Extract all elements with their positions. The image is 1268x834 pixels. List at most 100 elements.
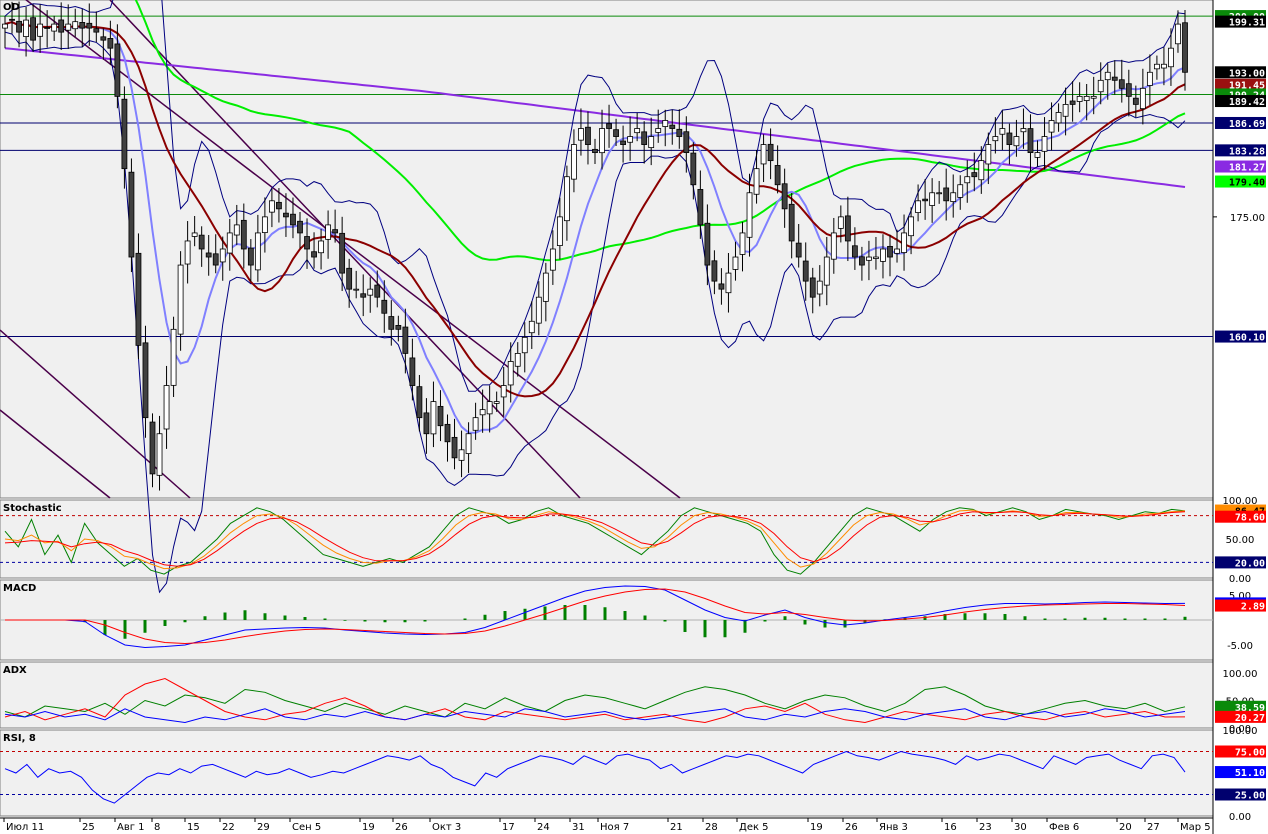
candle-body[interactable] bbox=[346, 267, 353, 290]
candle-body[interactable] bbox=[254, 232, 261, 271]
candle-body[interactable] bbox=[388, 316, 395, 330]
candle-body[interactable] bbox=[578, 128, 584, 141]
candle-body[interactable] bbox=[964, 176, 971, 184]
candle-body[interactable] bbox=[1069, 100, 1076, 105]
candle-body[interactable] bbox=[739, 232, 746, 255]
candle-body[interactable] bbox=[311, 251, 317, 258]
candle-body[interactable] bbox=[1097, 79, 1104, 93]
candle-body[interactable] bbox=[1055, 112, 1062, 124]
candle-body[interactable] bbox=[37, 23, 44, 37]
candle-body[interactable] bbox=[837, 216, 844, 229]
candle-body[interactable] bbox=[936, 192, 943, 195]
candle-body[interactable] bbox=[325, 224, 331, 240]
candle-body[interactable] bbox=[72, 21, 79, 30]
candle-body[interactable] bbox=[669, 124, 676, 129]
candle-body[interactable] bbox=[613, 129, 619, 137]
candle-body[interactable] bbox=[711, 260, 718, 282]
candle-body[interactable] bbox=[416, 386, 423, 419]
candle-body[interactable] bbox=[297, 220, 303, 234]
candle-body[interactable] bbox=[1118, 79, 1125, 89]
candle-body[interactable] bbox=[1090, 95, 1097, 99]
candle-body[interactable] bbox=[641, 131, 648, 145]
candle-body[interactable] bbox=[535, 296, 542, 324]
candle-body[interactable] bbox=[556, 216, 563, 246]
candle-body[interactable] bbox=[542, 272, 549, 302]
candle-body[interactable] bbox=[816, 280, 823, 295]
candle-body[interactable] bbox=[170, 328, 177, 386]
candle-body[interactable] bbox=[1182, 22, 1188, 73]
candle-body[interactable] bbox=[957, 184, 964, 198]
candle-body[interactable] bbox=[725, 272, 732, 294]
candle-body[interactable] bbox=[304, 236, 310, 250]
candle-body[interactable] bbox=[339, 232, 346, 274]
candle-body[interactable] bbox=[381, 299, 388, 314]
candle-body[interactable] bbox=[1154, 63, 1160, 70]
candle-body[interactable] bbox=[690, 152, 697, 186]
candle-body[interactable] bbox=[1013, 136, 1020, 147]
candle-body[interactable] bbox=[360, 293, 367, 298]
candle-body[interactable] bbox=[802, 260, 809, 282]
candle-body[interactable] bbox=[65, 23, 72, 31]
candle-body[interactable] bbox=[318, 240, 324, 254]
candle-body[interactable] bbox=[718, 283, 725, 290]
candle-body[interactable] bbox=[851, 245, 858, 258]
candle-body[interactable] bbox=[353, 288, 360, 291]
candle-body[interactable] bbox=[1175, 23, 1181, 45]
candle-body[interactable] bbox=[1041, 136, 1048, 152]
candle-body[interactable] bbox=[290, 213, 296, 226]
candle-body[interactable] bbox=[149, 421, 156, 475]
candle-body[interactable] bbox=[767, 143, 774, 162]
candle-body[interactable] bbox=[402, 326, 409, 354]
candle-body[interactable] bbox=[774, 165, 781, 186]
candle-body[interactable] bbox=[58, 19, 65, 33]
candle-body[interactable] bbox=[444, 423, 451, 443]
candle-body[interactable] bbox=[156, 433, 163, 476]
candle-body[interactable] bbox=[198, 234, 205, 250]
candle-body[interactable] bbox=[142, 342, 149, 419]
candle-body[interactable] bbox=[86, 22, 93, 29]
candle-body[interactable] bbox=[999, 128, 1006, 135]
candle-body[interactable] bbox=[830, 232, 837, 260]
candle-body[interactable] bbox=[732, 256, 739, 270]
candle-body[interactable] bbox=[283, 212, 289, 218]
candle-body[interactable] bbox=[943, 187, 950, 202]
candle-body[interactable] bbox=[79, 22, 86, 29]
candle-body[interactable] bbox=[1161, 63, 1167, 69]
candle-body[interactable] bbox=[1139, 87, 1146, 110]
candle-body[interactable] bbox=[128, 171, 135, 258]
candle-body[interactable] bbox=[486, 401, 493, 415]
candle-body[interactable] bbox=[23, 19, 29, 37]
candle-body[interactable] bbox=[233, 224, 240, 236]
candle-body[interactable] bbox=[521, 336, 528, 354]
candle-body[interactable] bbox=[606, 123, 612, 129]
candle-body[interactable] bbox=[950, 192, 957, 202]
candle-body[interactable] bbox=[1168, 47, 1174, 68]
candle-body[interactable] bbox=[409, 357, 416, 386]
candle-body[interactable] bbox=[93, 28, 100, 33]
candle-body[interactable] bbox=[915, 200, 921, 214]
candle-body[interactable] bbox=[823, 256, 830, 286]
candle-body[interactable] bbox=[269, 200, 275, 213]
candle-body[interactable] bbox=[212, 253, 219, 266]
candle-body[interactable] bbox=[1034, 152, 1041, 158]
candle-body[interactable] bbox=[549, 248, 556, 271]
candle-body[interactable] bbox=[9, 18, 15, 21]
candle-body[interactable] bbox=[1048, 120, 1055, 133]
candle-body[interactable] bbox=[205, 252, 212, 258]
candle-body[interactable] bbox=[1027, 128, 1034, 154]
candle-body[interactable] bbox=[978, 160, 985, 181]
candle-body[interactable] bbox=[564, 176, 570, 222]
candle-body[interactable] bbox=[2, 23, 8, 29]
candle-body[interactable] bbox=[479, 409, 486, 416]
candle-body[interactable] bbox=[592, 148, 598, 154]
candle-body[interactable] bbox=[781, 183, 788, 210]
candle-body[interactable] bbox=[514, 353, 521, 367]
candle-body[interactable] bbox=[135, 252, 142, 346]
candle-body[interactable] bbox=[1146, 71, 1153, 86]
candle-body[interactable] bbox=[332, 229, 339, 234]
candle-body[interactable] bbox=[1076, 95, 1083, 102]
candle-body[interactable] bbox=[880, 248, 886, 262]
candle-body[interactable] bbox=[107, 38, 114, 49]
panel-adx[interactable] bbox=[0, 661, 1214, 729]
candle-body[interactable] bbox=[571, 144, 577, 180]
